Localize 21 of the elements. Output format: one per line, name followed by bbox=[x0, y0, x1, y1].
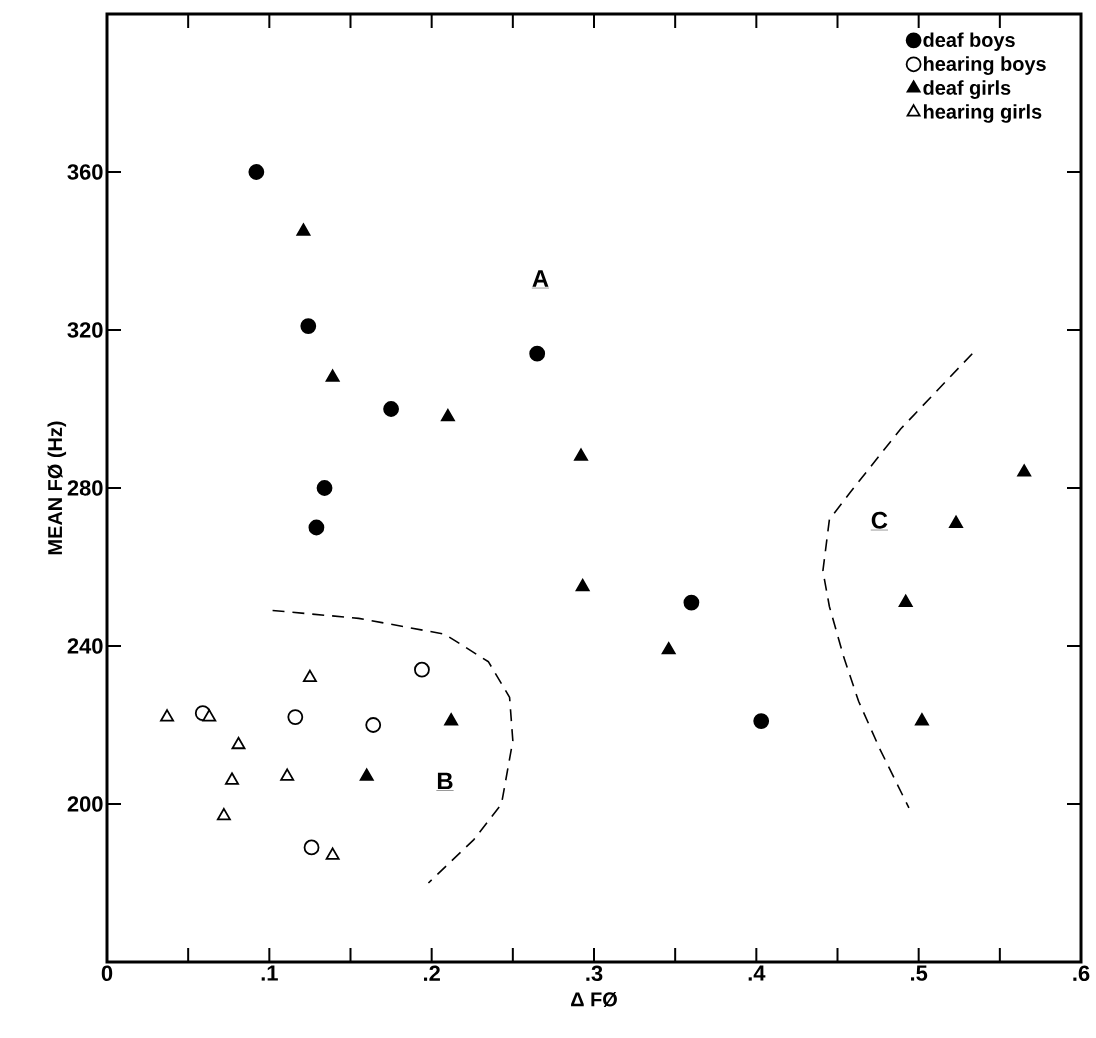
x-axis-title: Δ FØ bbox=[571, 991, 617, 1007]
annotation: C bbox=[871, 511, 888, 529]
x-tick-label: .2 bbox=[424, 965, 440, 981]
y-tick-label: 240 bbox=[67, 638, 103, 654]
x-tick-label: .3 bbox=[586, 965, 603, 982]
legend-label: deaf boys bbox=[923, 32, 1015, 51]
x-tick-label: .5 bbox=[911, 965, 928, 981]
y-tick-label: 200 bbox=[67, 796, 103, 812]
y-tick-label: 320 bbox=[67, 322, 103, 338]
y-tick-label: 360 bbox=[67, 164, 103, 180]
y-tick-label: 280 bbox=[67, 480, 103, 496]
x-tick-label: 0 bbox=[101, 965, 113, 982]
y-axis-title: MEAN FØ (Hz) bbox=[47, 421, 67, 555]
legend-label: hearing girls bbox=[923, 104, 1042, 123]
legend-label: deaf girls bbox=[923, 80, 1011, 99]
x-tick-label: .4 bbox=[748, 965, 766, 981]
x-tick-label: .1 bbox=[261, 965, 278, 981]
annotation: B bbox=[437, 772, 453, 790]
legend-label: hearing boys bbox=[923, 56, 1046, 75]
x-tick-label: .6 bbox=[1073, 965, 1090, 982]
annotation: A bbox=[532, 270, 549, 287]
